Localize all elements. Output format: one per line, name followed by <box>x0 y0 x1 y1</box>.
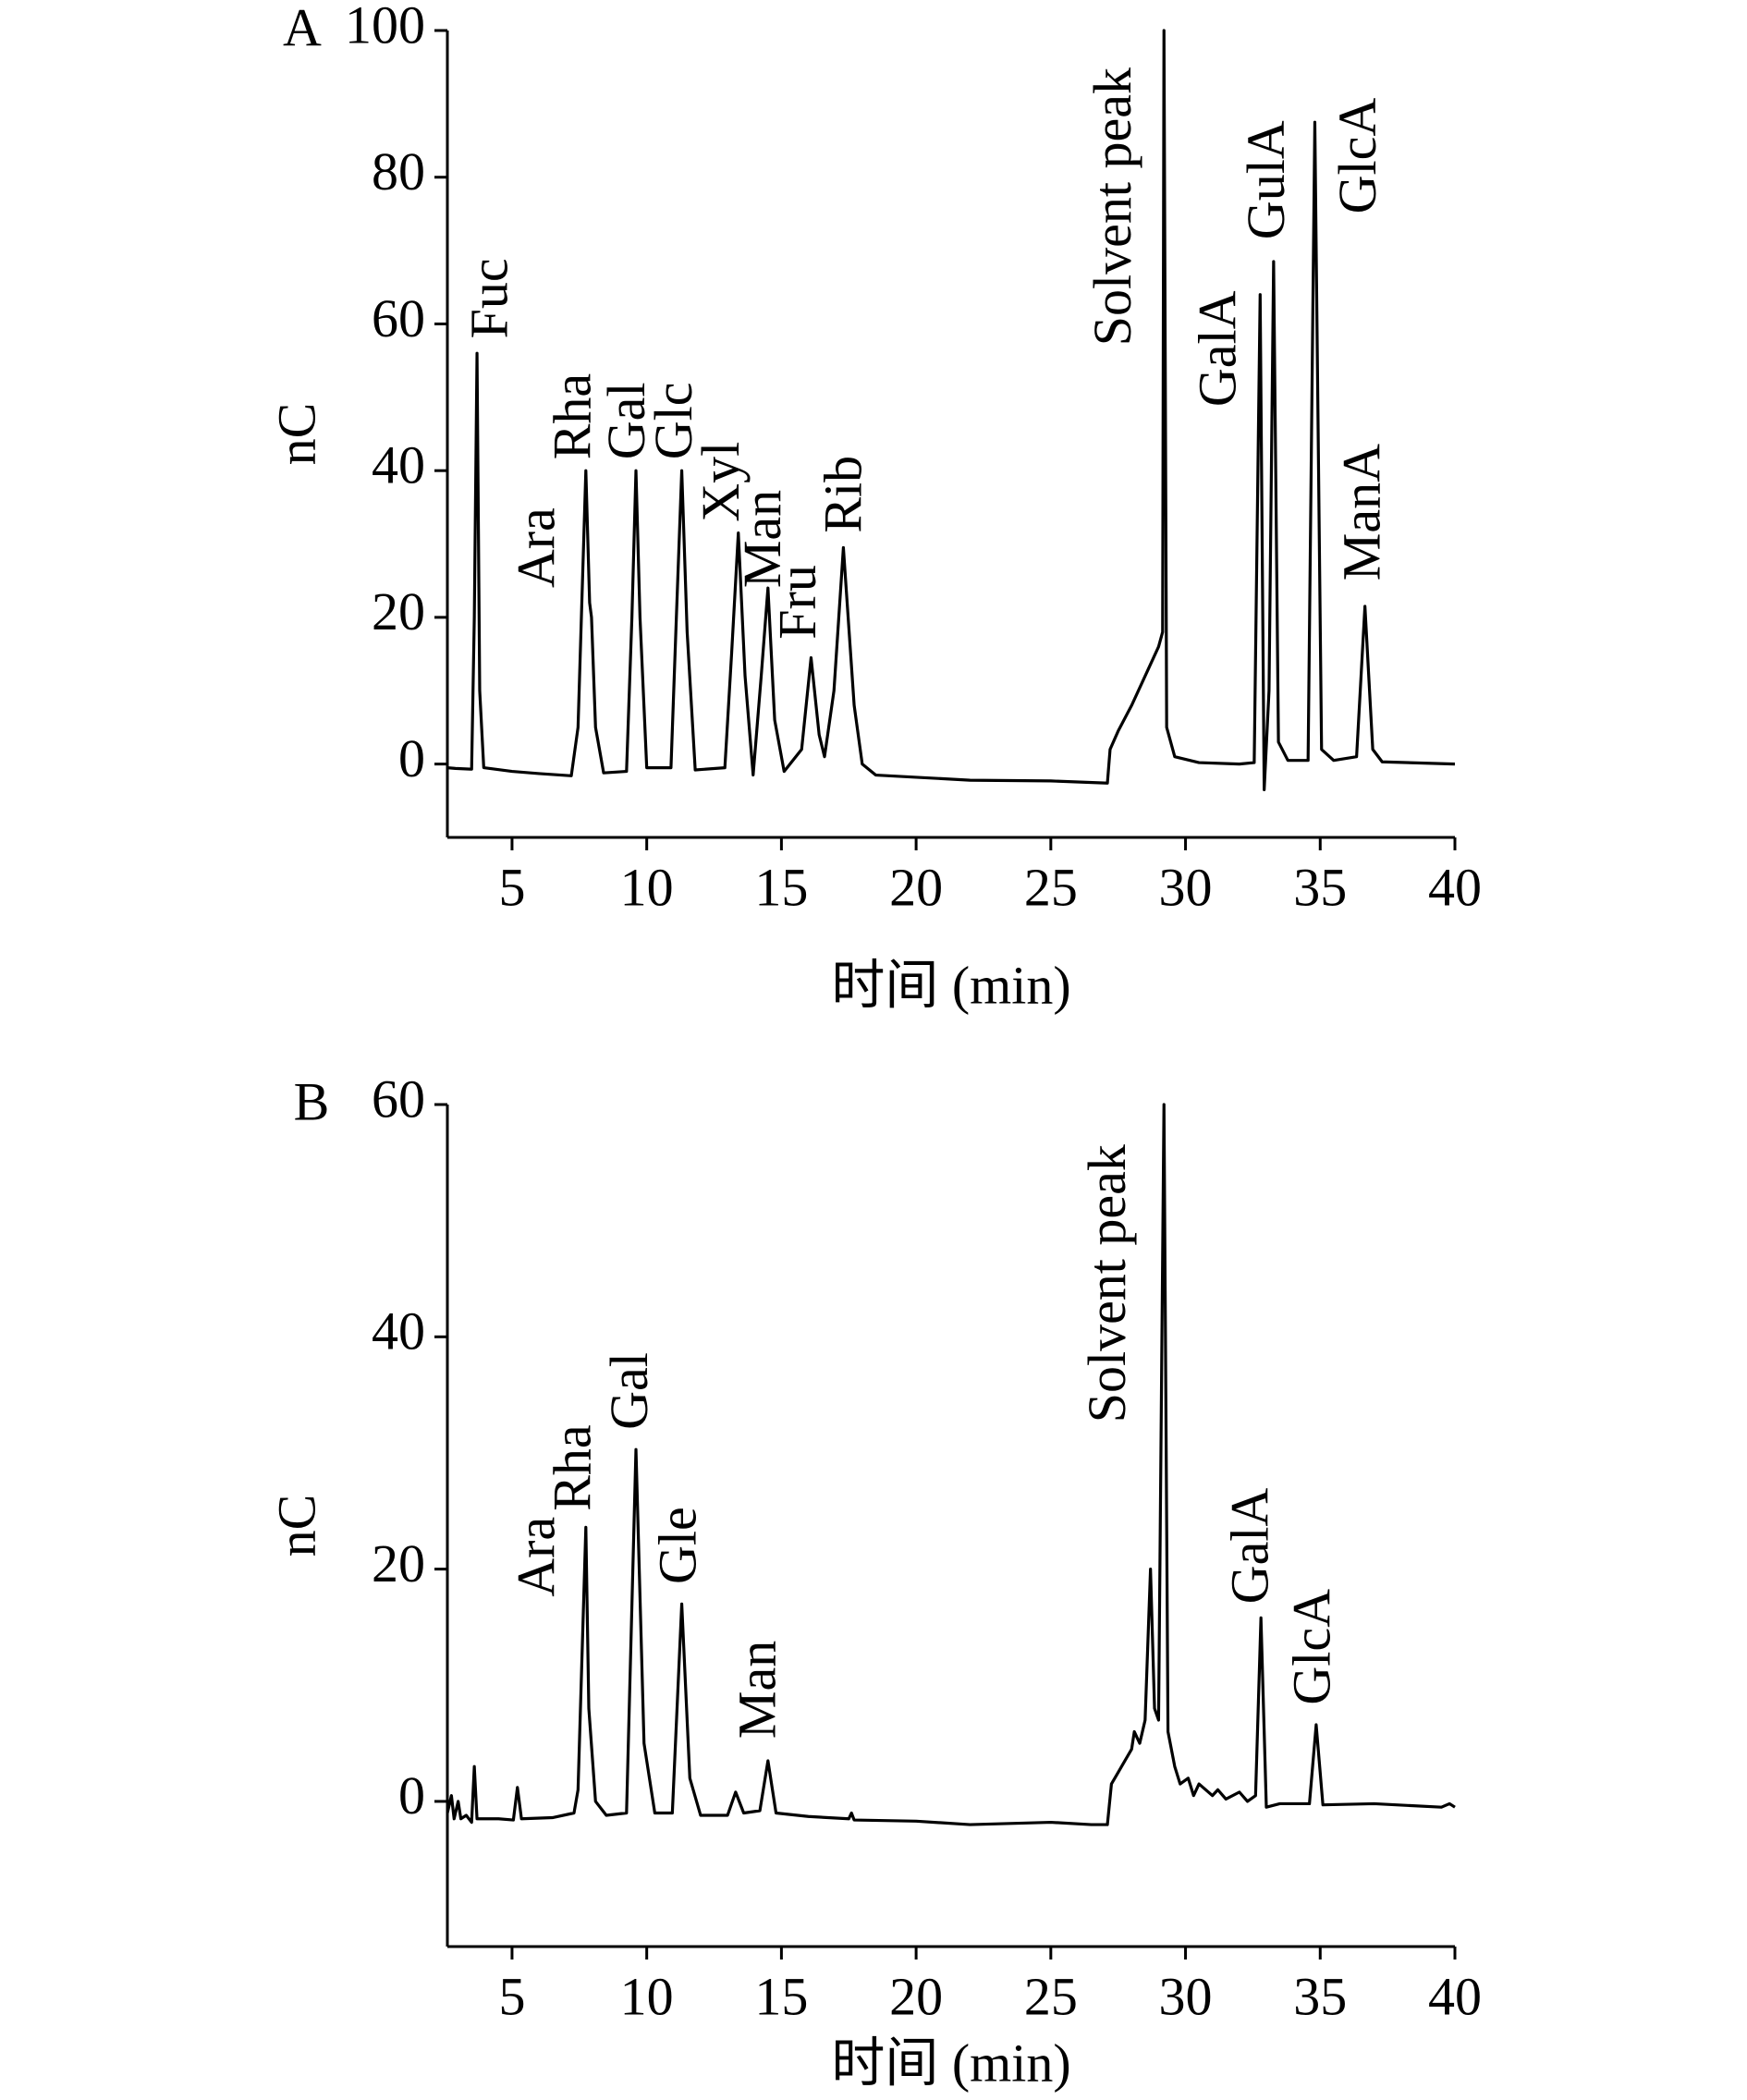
y-axis-title: nC <box>266 403 326 466</box>
chromatogram-line <box>446 29 1456 792</box>
peak-label: Rib <box>813 456 874 533</box>
peak-label: Xyl <box>690 442 751 522</box>
peak-label: Gal <box>599 1352 659 1430</box>
peak-label: Gal <box>596 383 656 460</box>
x-tick-label: 30 <box>1159 1966 1213 2026</box>
peak-label: Rha <box>543 1424 603 1510</box>
x-tick-label: 15 <box>754 1966 808 2026</box>
y-tick-label: 60 <box>372 1068 425 1129</box>
chromatogram-line <box>446 1103 1456 1826</box>
peak-label: Ara <box>506 507 566 588</box>
y-tick-label: 80 <box>372 141 425 201</box>
y-tick-label: 40 <box>372 1301 425 1361</box>
peak-label: GulA <box>1236 120 1296 239</box>
peak-label: Fru <box>767 565 827 640</box>
peak-label: Man <box>732 490 792 588</box>
x-tick-label: 40 <box>1428 1966 1482 2026</box>
x-tick-label: 35 <box>1293 857 1347 917</box>
peak-label: Fuc <box>458 258 519 338</box>
peak-label: Ara <box>506 1517 566 1597</box>
x-tick-label: 40 <box>1428 857 1482 917</box>
x-tick-label: 10 <box>620 1966 674 2026</box>
x-tick-label: 10 <box>620 857 674 917</box>
peak-label: Gle <box>647 1507 707 1584</box>
x-tick-label: 25 <box>1024 857 1078 917</box>
x-tick-label: 25 <box>1024 1966 1078 2026</box>
y-tick-label: 0 <box>398 728 425 788</box>
x-tick-label: 5 <box>498 857 525 917</box>
peak-label: Solvent peak <box>1077 1144 1137 1422</box>
y-tick-label: 40 <box>372 434 425 494</box>
peak-label: Man <box>727 1641 787 1739</box>
y-tick-label: 100 <box>345 0 425 55</box>
peak-label: GlcA <box>1327 98 1387 214</box>
y-tick-label: 0 <box>398 1765 425 1825</box>
y-axis-title: nC <box>266 1495 326 1557</box>
x-tick-label: 20 <box>889 857 943 917</box>
y-tick-label: 20 <box>372 1533 425 1593</box>
peak-label: Solvent peak <box>1082 67 1142 346</box>
x-axis-title: 时间 (min) <box>831 955 1070 1015</box>
peak-label: ManA <box>1332 444 1392 580</box>
panel-label: A <box>283 0 322 57</box>
peak-label: GlcA <box>1282 1589 1342 1705</box>
x-tick-label: 35 <box>1293 1966 1347 2026</box>
x-tick-label: 30 <box>1159 857 1213 917</box>
x-tick-label: 5 <box>498 1966 525 2026</box>
x-tick-label: 20 <box>889 1966 943 2026</box>
peak-label: Glc <box>643 383 703 460</box>
peak-label: GalA <box>1220 1488 1280 1605</box>
x-axis-title: 时间 (min) <box>831 2033 1070 2093</box>
y-tick-label: 20 <box>372 581 425 641</box>
panel-label: B <box>294 1071 330 1131</box>
x-tick-label: 15 <box>754 857 808 917</box>
y-tick-label: 60 <box>372 288 425 348</box>
peak-label: GalA <box>1188 290 1248 407</box>
peak-label: Rha <box>543 373 603 459</box>
